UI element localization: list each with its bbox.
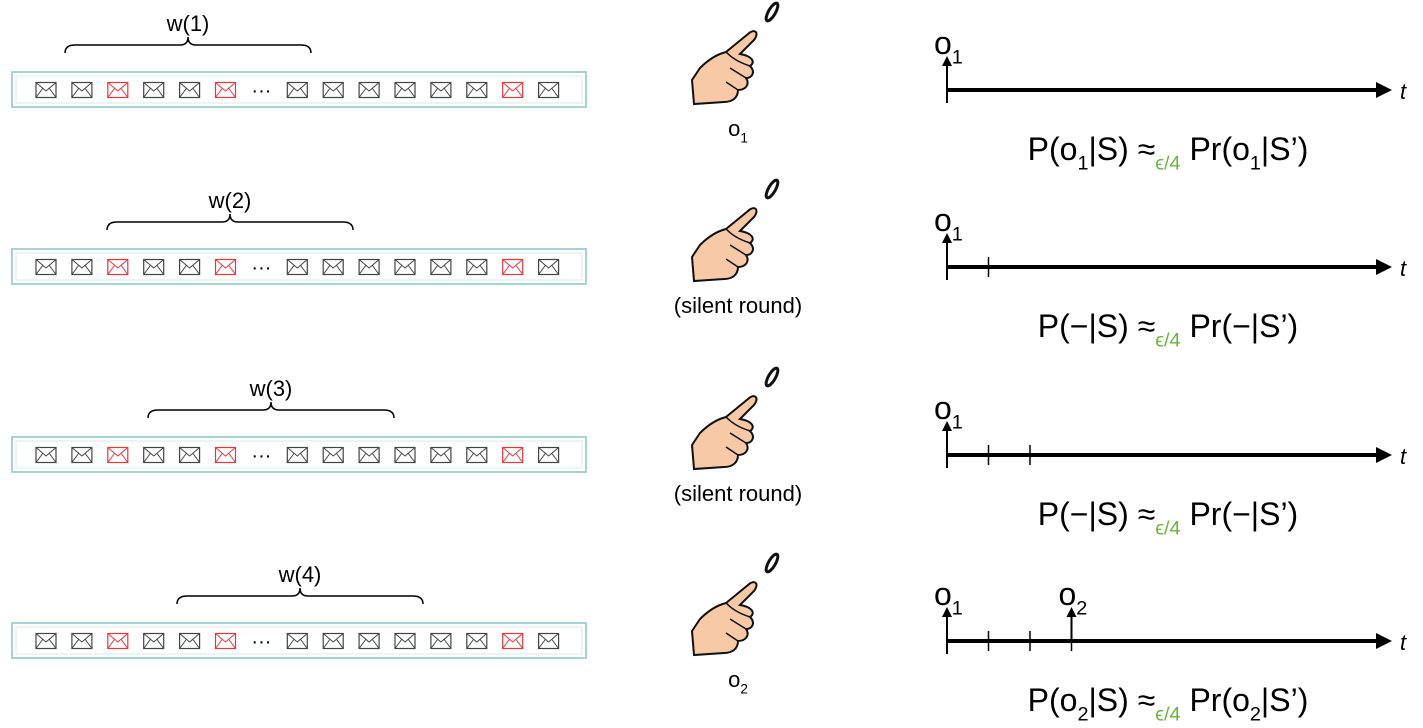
axis-label: t: [1400, 256, 1407, 281]
subscript: 1: [1250, 153, 1261, 175]
hand-caption: (silent round): [674, 481, 802, 506]
text-part: Pr(o: [1181, 682, 1250, 718]
coin: [764, 179, 780, 200]
hand: [692, 396, 756, 469]
subscript: 1: [1077, 153, 1088, 175]
text-part: (silent round): [674, 293, 802, 318]
diagram: w(1)···to1o1P(o1|S) ≈ϵ/4 Pr(o1|S’)w(2)··…: [0, 0, 1423, 728]
axis-label: t: [1400, 79, 1407, 104]
subscript: ϵ/4: [1155, 153, 1180, 175]
window-brace: [107, 214, 353, 230]
text-part: o: [934, 576, 952, 612]
axis-label: t: [1400, 630, 1407, 655]
subscript: 2: [1250, 704, 1261, 726]
subscript: ϵ/4: [1155, 518, 1180, 540]
window-brace: [148, 402, 394, 418]
formula: P(o1|S) ≈ϵ/4 Pr(o1|S’): [1028, 131, 1309, 175]
timeline-arrowhead: [1376, 633, 1392, 649]
ellipsis: ···: [251, 257, 271, 279]
formula: P(−|S) ≈ϵ/4 Pr(−|S’): [1038, 308, 1298, 352]
subscript: ϵ/4: [1155, 330, 1180, 352]
row: w(3) ··· t: [12, 367, 1407, 472]
subscript: 1: [952, 412, 963, 434]
coin: [764, 2, 780, 23]
window-label: w(3): [249, 376, 293, 401]
text-part: o: [934, 25, 952, 61]
hand-caption: o1: [728, 116, 748, 146]
row: w(1) ··· t: [12, 2, 1407, 107]
ellipsis: ···: [251, 445, 271, 467]
subscript: 1: [952, 224, 963, 246]
row: w(2) ··· t: [12, 179, 1407, 284]
hand-caption: o2: [728, 667, 748, 697]
subscript: ϵ/4: [1155, 704, 1180, 726]
timeline-arrowhead: [1376, 82, 1392, 98]
text-part: (silent round): [674, 481, 802, 506]
subscript: 2: [740, 682, 748, 697]
text-part: P(−|S) ≈: [1038, 496, 1155, 532]
text-part: o: [934, 390, 952, 426]
window-brace: [177, 588, 423, 604]
text-part: |S) ≈: [1088, 131, 1155, 167]
text-part: o: [1059, 576, 1077, 612]
window-label: w(1): [166, 11, 210, 36]
text-part: Pr(o: [1181, 131, 1250, 167]
text-part: P(o: [1028, 682, 1078, 718]
formula: P(−|S) ≈ϵ/4 Pr(−|S’): [1038, 496, 1298, 540]
text-part: P(o: [1028, 131, 1078, 167]
text-part: |S’): [1261, 682, 1308, 718]
hand: [692, 582, 756, 655]
timeline-arrowhead: [1376, 447, 1392, 463]
text-part: P(−|S) ≈: [1038, 308, 1155, 344]
subscript: 1: [952, 598, 963, 620]
ellipsis: ···: [251, 631, 271, 653]
text-part: Pr(−|S’): [1181, 496, 1299, 532]
subscript: 2: [1077, 704, 1088, 726]
text-part: |S) ≈: [1088, 682, 1155, 718]
formula: P(o2|S) ≈ϵ/4 Pr(o2|S’): [1028, 682, 1309, 726]
hand: [692, 208, 756, 281]
text-part: o: [934, 202, 952, 238]
timeline-arrowhead: [1376, 259, 1392, 275]
hand-caption: (silent round): [674, 293, 802, 318]
text-part: Pr(−|S’): [1181, 308, 1299, 344]
ellipsis: ···: [251, 80, 271, 102]
text-part: o: [728, 667, 740, 692]
subscript: 1: [740, 131, 748, 146]
subscript: 1: [952, 47, 963, 69]
window-label: w(4): [278, 562, 322, 587]
coin: [764, 367, 780, 388]
text-part: |S’): [1261, 131, 1308, 167]
subscript: 2: [1076, 598, 1087, 620]
coin: [764, 553, 780, 574]
text-part: o: [728, 116, 740, 141]
window-label: w(2): [208, 188, 252, 213]
row: w(4) ··· t: [12, 553, 1407, 658]
hand: [692, 31, 756, 104]
axis-label: t: [1400, 444, 1407, 469]
window-brace: [65, 37, 311, 53]
